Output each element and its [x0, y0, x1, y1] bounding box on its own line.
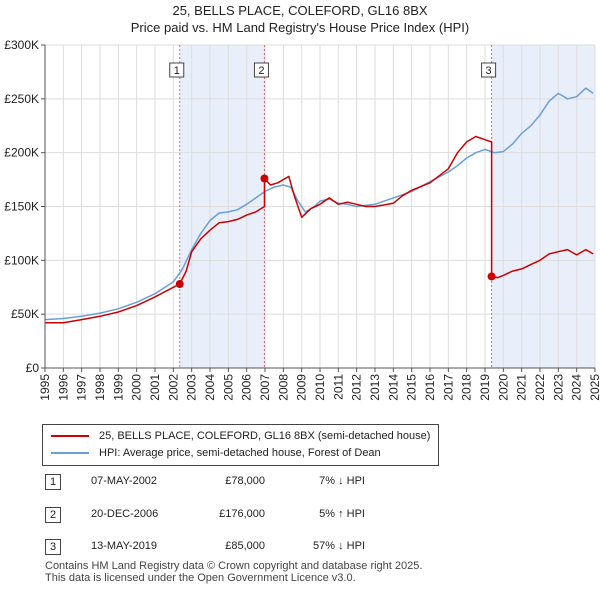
sale-point	[175, 280, 184, 289]
y-tick-label: £200K	[4, 146, 39, 160]
x-tick-label: 2023	[551, 374, 565, 401]
x-tick-label: 2013	[368, 374, 382, 401]
transaction-date: 20-DEC-2006	[91, 508, 159, 520]
sale-label-box	[169, 62, 185, 78]
legend-swatch-hpi	[51, 452, 89, 454]
x-tick-label: 2001	[148, 374, 162, 401]
x-tick-label: 2011	[331, 374, 345, 400]
x-tick-label: 2006	[240, 374, 254, 401]
x-tick-label: 2019	[478, 374, 492, 401]
legend-item-hpi: HPI: Average price, semi-detached house,…	[51, 445, 381, 461]
chart-title: 25, BELLS PLACE, COLEFORD, GL16 8BX	[172, 3, 428, 18]
transaction-number: 3	[45, 539, 61, 555]
transaction-price: £85,000	[225, 540, 265, 552]
x-tick-label: 1999	[111, 374, 125, 401]
sale-label: 3	[486, 65, 492, 77]
chart-subtitle: Price paid vs. HM Land Registry's House …	[130, 20, 470, 35]
sale-label: 1	[174, 65, 180, 77]
x-tick-label: 2008	[276, 374, 290, 401]
y-tick-label: £0	[26, 361, 40, 375]
transaction-price: £78,000	[225, 475, 265, 487]
sale-point	[487, 272, 496, 281]
x-tick-label: 2025	[588, 374, 600, 401]
transaction-number: 1	[45, 474, 61, 490]
x-tick-label: 2009	[295, 374, 309, 401]
y-tick-label: £300K	[4, 38, 39, 52]
x-tick-label: 2002	[166, 374, 180, 401]
transaction-date: 07-MAY-2002	[91, 475, 158, 487]
legend-item-property: 25, BELLS PLACE, COLEFORD, GL16 8BX (sem…	[51, 428, 430, 444]
y-tick-label: £250K	[4, 92, 39, 106]
property-price-line	[45, 135, 594, 324]
legend-label-hpi: HPI: Average price, semi-detached house,…	[99, 447, 381, 459]
x-tick-label: 2020	[496, 374, 510, 401]
x-tick-label: 1996	[56, 374, 70, 401]
y-tick-label: £100K	[4, 253, 39, 267]
x-tick-label: 2021	[515, 374, 529, 401]
y-tick-label: £50K	[11, 307, 39, 321]
x-tick-label: 2024	[570, 374, 584, 401]
x-tick-label: 1997	[75, 374, 89, 401]
transaction-hpi-diff: 57% ↓ HPI	[313, 540, 365, 552]
x-tick-label: 2012	[350, 374, 364, 401]
transaction-price: £176,000	[219, 508, 265, 520]
price-chart: 1 2 3 £0 £50K £100K £150K £200K £250K £300K 1995 19…	[4, 38, 600, 401]
x-tick-label: 2007	[258, 374, 272, 401]
sale-label: 2	[258, 65, 264, 77]
x-tick-label: 2003	[185, 374, 199, 401]
x-tick-label: 2014	[386, 374, 400, 401]
footer-copyright: Contains HM Land Registry data © Crown c…	[45, 560, 423, 572]
x-tick-label: 1995	[38, 374, 52, 401]
x-tick-label: 2017	[441, 374, 455, 401]
legend-swatch-property	[51, 435, 89, 437]
x-tick-label: 2005	[221, 374, 235, 401]
chart-legend: 25, BELLS PLACE, COLEFORD, GL16 8BX (sem…	[42, 424, 439, 466]
x-tick-label: 2015	[405, 374, 419, 401]
x-tick-label: 2004	[203, 374, 217, 401]
legend-label-property: 25, BELLS PLACE, COLEFORD, GL16 8BX (sem…	[99, 430, 431, 442]
transaction-hpi-diff: 7% ↓ HPI	[319, 475, 365, 487]
sale-point	[260, 174, 269, 183]
x-tick-label: 2018	[460, 374, 474, 401]
footer-licence: This data is licensed under the Open Gov…	[45, 572, 356, 584]
transaction-hpi-diff: 5% ↑ HPI	[319, 508, 365, 520]
y-tick-label: £150K	[4, 200, 39, 214]
transaction-date: 13-MAY-2019	[91, 540, 158, 552]
x-tick-label: 2000	[130, 374, 144, 401]
x-tick-label: 1998	[93, 374, 107, 401]
sale-label-box	[481, 62, 497, 78]
transaction-number: 2	[45, 507, 61, 523]
x-tick-label: 2010	[313, 374, 327, 401]
x-tick-label: 2016	[423, 374, 437, 401]
sale-label-box	[253, 62, 269, 78]
x-tick-label: 2022	[533, 374, 547, 401]
